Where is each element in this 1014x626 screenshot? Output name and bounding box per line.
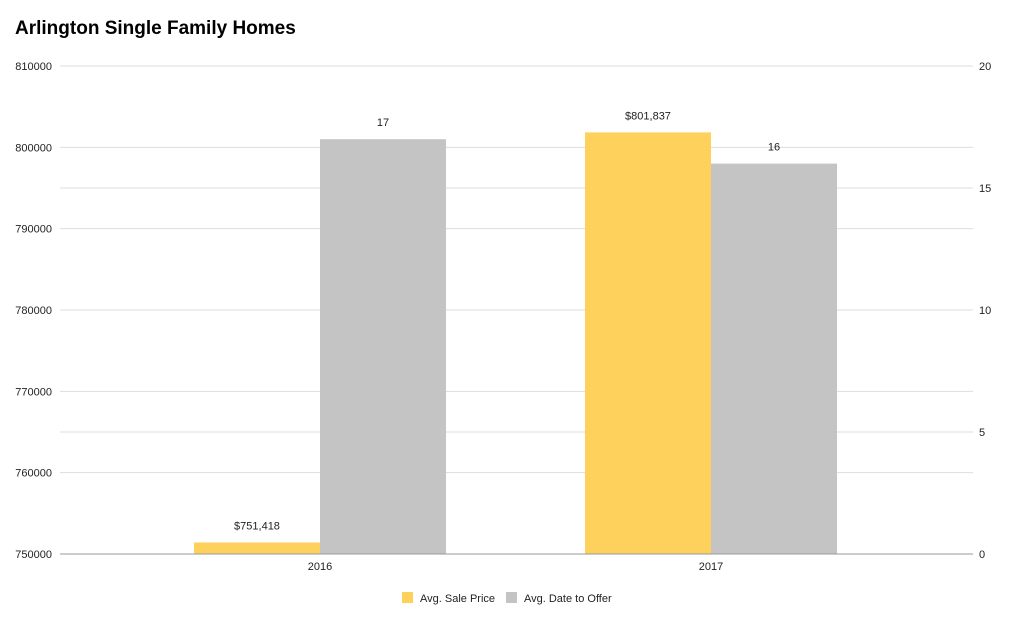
right-axis-tick-label: 15 <box>979 183 991 195</box>
legend-label: Avg. Sale Price <box>420 593 495 605</box>
right-axis-tick-label: 5 <box>979 427 985 439</box>
right-axis-tick-label: 0 <box>979 549 985 561</box>
bar-avg-sale-price-2016 <box>194 542 320 554</box>
data-label: $801,837 <box>625 110 671 122</box>
left-axis-tick-label: 800000 <box>15 142 52 154</box>
chart-title: Arlington Single Family Homes <box>15 18 296 39</box>
left-axis-tick-label: 780000 <box>15 305 52 317</box>
bar-avg-date-to-offer-2017 <box>711 163 837 554</box>
left-axis-tick-label: 790000 <box>15 224 52 236</box>
right-axis-tick-label: 10 <box>979 305 991 317</box>
left-axis-tick-label: 810000 <box>15 61 52 73</box>
left-axis-tick-label: 770000 <box>15 386 52 398</box>
left-axis-tick-label: 760000 <box>15 468 52 480</box>
legend-swatch <box>402 592 413 603</box>
data-label: 16 <box>768 142 780 154</box>
legend-label: Avg. Date to Offer <box>524 593 612 605</box>
x-axis-tick-label: 2017 <box>699 561 723 573</box>
data-label: $751,418 <box>234 520 280 532</box>
data-label: 17 <box>377 117 389 129</box>
left-axis-tick-label: 750000 <box>15 549 52 561</box>
right-axis-tick-label: 20 <box>979 61 991 73</box>
x-axis-tick-label: 2016 <box>308 561 332 573</box>
bar-avg-sale-price-2017 <box>585 132 711 554</box>
bar-avg-date-to-offer-2016 <box>320 139 446 554</box>
legend-swatch <box>506 592 517 603</box>
